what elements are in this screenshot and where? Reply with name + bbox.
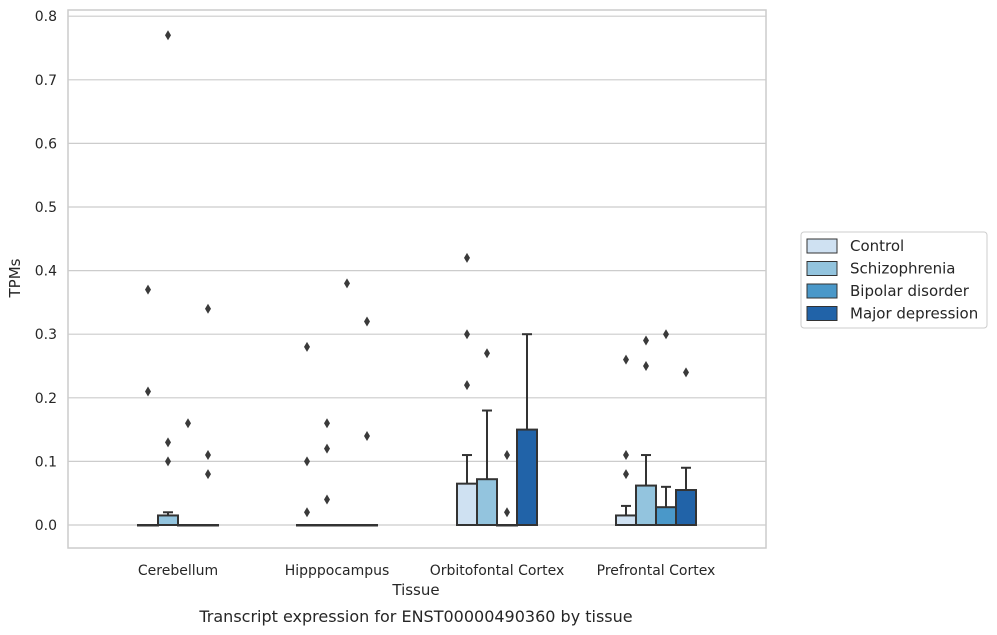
- outlier-point: [364, 430, 370, 441]
- y-tick-labels: 0.0 0.1 0.2 0.3 0.4 0.5 0.6 0.7 0.8: [35, 9, 57, 534]
- bar: [496, 524, 518, 527]
- bar: [675, 489, 697, 526]
- outlier-point: [205, 450, 211, 461]
- y-tick-label: 0.2: [35, 391, 57, 407]
- y-tick-label: 0.7: [35, 73, 57, 89]
- x-tick-labels: Cerebellum Hipppocampus Orbitofontal Corte…: [138, 563, 715, 579]
- outlier-point: [165, 30, 171, 41]
- y-tick-label: 0.6: [35, 136, 57, 152]
- bar: [516, 428, 538, 527]
- legend-swatch: [806, 238, 838, 254]
- legend-label: Bipolar disorder: [850, 282, 970, 300]
- outlier-points: [145, 30, 689, 518]
- outlier-point: [165, 437, 171, 448]
- legend-swatch: [806, 261, 838, 276]
- legend-swatch: [806, 283, 838, 299]
- outlier-point: [165, 456, 171, 467]
- outlier-point: [623, 469, 629, 480]
- legend-swatch: [806, 306, 838, 321]
- outlier-point: [643, 361, 649, 371]
- outlier-point: [643, 335, 649, 346]
- y-tick-label: 0.3: [35, 327, 57, 343]
- outlier-point: [324, 443, 330, 454]
- outlier-point: [304, 507, 310, 518]
- y-tick-label: 0.5: [35, 200, 57, 216]
- outlier-point: [484, 348, 490, 359]
- bar: [476, 478, 498, 527]
- y-tick-label: 0.1: [35, 454, 57, 470]
- bar: [316, 524, 338, 527]
- bar: [635, 484, 657, 526]
- bar: [157, 514, 179, 527]
- x-axis-label: Tissue: [391, 581, 439, 599]
- legend-box: [800, 231, 988, 329]
- x-tick-label: Prefrontal Cortex: [597, 563, 716, 579]
- chart-caption: Transcript expression for ENST0000049036…: [198, 607, 632, 626]
- bar: [356, 524, 378, 527]
- bar: [456, 482, 478, 527]
- bar: [296, 524, 318, 527]
- legend-label: Schizophrenia: [850, 260, 955, 278]
- outlier-point: [623, 450, 629, 461]
- x-tick-label: Cerebellum: [138, 563, 218, 579]
- outlier-point: [304, 456, 310, 467]
- legend: Control Schizophrenia Bipolar disorder Majo…: [800, 231, 988, 329]
- gridlines: [68, 15, 766, 526]
- bar: [336, 524, 358, 527]
- outlier-point: [464, 329, 470, 340]
- outlier-point: [205, 303, 211, 314]
- y-axis-label: TPMs: [6, 258, 24, 298]
- bar: [197, 524, 219, 527]
- bar: [177, 524, 199, 527]
- outlier-point: [663, 329, 669, 340]
- outlier-point: [464, 252, 470, 263]
- y-tick-label: 0.0: [35, 518, 57, 534]
- outlier-point: [185, 418, 191, 429]
- outlier-point: [304, 341, 310, 352]
- outlier-point: [683, 367, 689, 378]
- outlier-point: [344, 278, 350, 289]
- x-tick-label: Orbitofontal Cortex: [430, 563, 565, 579]
- outlier-point: [504, 450, 510, 461]
- outlier-point: [205, 469, 211, 480]
- legend-label: Control: [850, 237, 904, 255]
- outlier-point: [504, 507, 510, 518]
- y-tick-label: 0.4: [35, 264, 57, 280]
- y-tick-label: 0.8: [35, 9, 57, 25]
- bar: [615, 514, 637, 527]
- outlier-point: [324, 418, 330, 429]
- legend-label: Major depression: [850, 305, 978, 323]
- outlier-point: [324, 494, 330, 505]
- x-tick-label: Hipppocampus: [285, 563, 390, 579]
- bars: [137, 333, 697, 527]
- outlier-point: [145, 284, 151, 295]
- outlier-point: [145, 386, 151, 397]
- outlier-point: [623, 354, 629, 365]
- bar: [655, 506, 677, 526]
- outlier-point: [464, 380, 470, 391]
- plot-frame: [67, 9, 767, 549]
- outlier-point: [364, 316, 370, 327]
- bar: [137, 524, 159, 527]
